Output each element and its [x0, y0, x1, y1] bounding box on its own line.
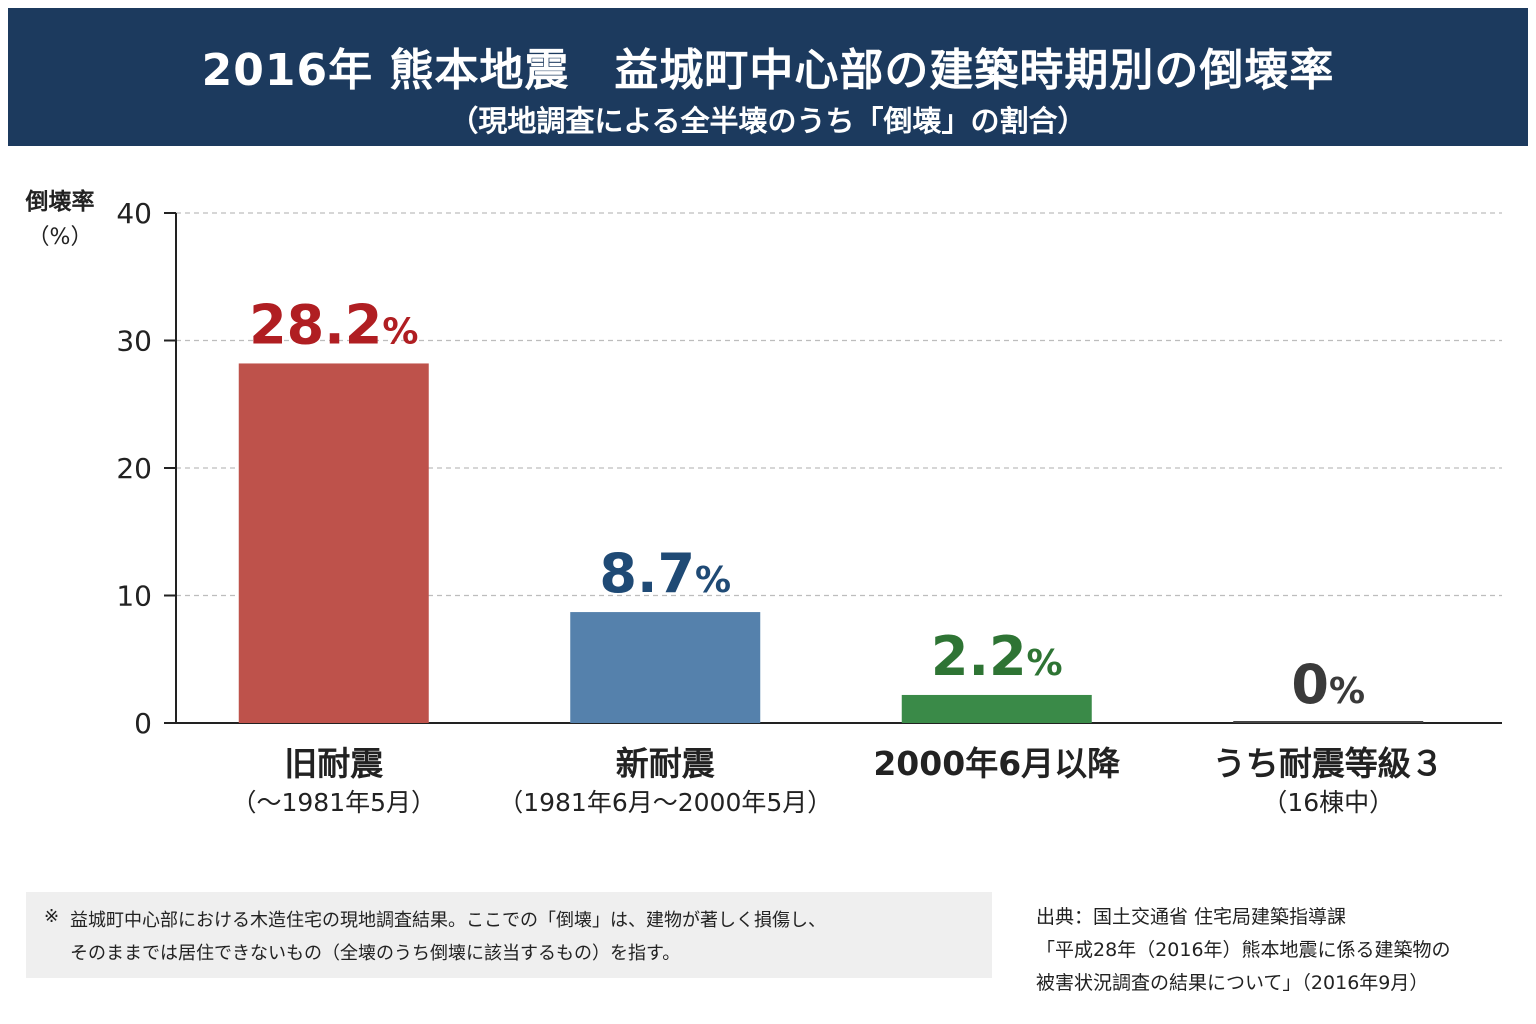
x-category-label: 旧耐震 — [284, 744, 384, 783]
y-tick-label: 40 — [116, 197, 152, 230]
bar — [570, 612, 761, 723]
value-label: 8.7% — [599, 542, 731, 605]
labels: 28.2% 旧耐震 （～1981年5月） 8.7% 新耐震 （1981年6月～2000年5… — [231, 293, 1443, 817]
chart-subtitle: （現地調査による全半壊のうち「倒壊」の割合） — [449, 104, 1087, 138]
x-category-sublabel: （16棟中） — [1262, 788, 1394, 817]
bar — [901, 694, 1092, 723]
value-label: 0% — [1291, 653, 1365, 716]
bars — [238, 363, 1424, 723]
x-category-label: 2000年6月以降 — [873, 744, 1121, 783]
value-label: 2.2% — [931, 625, 1063, 688]
bar — [238, 363, 429, 723]
x-category-label: うち耐震等級３ — [1213, 744, 1444, 783]
x-category-sublabel: （1981年6月～2000年5月） — [498, 788, 832, 817]
title-banner: 2016年 熊本地震 益城町中心部の建築時期別の倒壊率 （現地調査による全半壊の… — [8, 8, 1528, 146]
footnote-box: ※ 益城町中心部における木造住宅の現地調査結果。ここでの「倒壊」は、建物が著しく… — [26, 892, 992, 978]
y-tick-label: 20 — [116, 452, 152, 485]
bar — [1233, 721, 1424, 723]
y-tick-label: 10 — [116, 580, 152, 613]
source-line: 出典：国土交通省 住宅局建築指導課 — [1036, 906, 1347, 928]
y-tick-label: 0 — [134, 707, 152, 740]
y-tick-label: 30 — [116, 325, 152, 358]
y-axis-title: 倒壊率 — [25, 188, 95, 215]
source-line: 被害状況調査の結果について」（2016年9月） — [1036, 972, 1429, 994]
footnote-text: そのままでは居住できないもの（全壊のうち倒壊に該当するもの）を指す。 — [70, 943, 681, 964]
source-line: 「平成28年（2016年）熊本地震に係る建築物の — [1036, 939, 1451, 961]
value-label: 28.2% — [249, 293, 418, 356]
x-category-label: 新耐震 — [616, 744, 716, 783]
footnote-text: 益城町中心部における木造住宅の現地調査結果。ここでの「倒壊」は、建物が著しく損傷… — [70, 910, 826, 931]
chart-title: 2016年 熊本地震 益城町中心部の建築時期別の倒壊率 — [201, 45, 1335, 96]
footnote-mark: ※ — [44, 906, 60, 927]
y-axis-unit: （%） — [28, 225, 93, 250]
x-category-sublabel: （～1981年5月） — [231, 788, 436, 817]
